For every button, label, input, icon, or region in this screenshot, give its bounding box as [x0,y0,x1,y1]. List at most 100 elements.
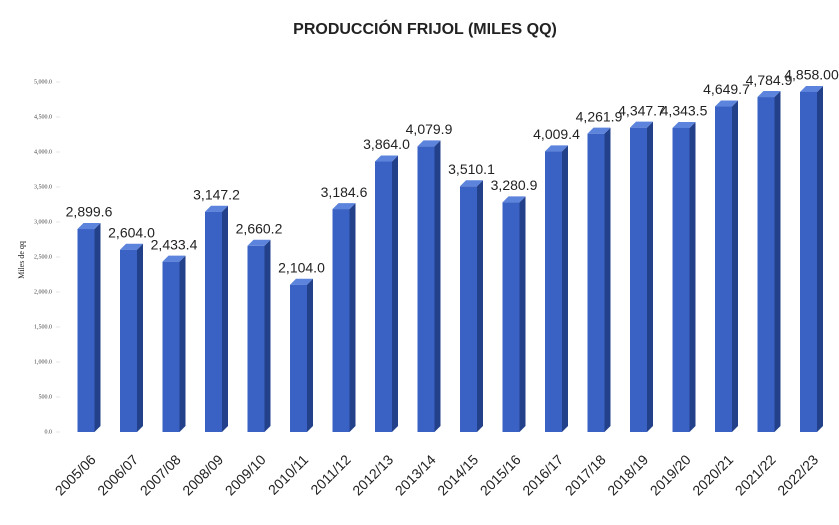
value-label: 2,433.4 [151,236,198,252]
bar-side [689,121,696,432]
y-tick-label: 0.0 [45,429,53,435]
bar-side [774,91,781,432]
x-tick-label: 2007/08 [137,451,184,498]
bar-top [502,196,526,203]
bar-top [587,127,611,134]
value-label: 3,510.1 [448,161,495,177]
x-tick-label: 2006/07 [94,451,141,498]
x-tick-label: 2012/13 [349,451,396,498]
value-label: 4,347.7 [618,102,665,118]
bar [630,127,647,432]
bar-top [460,180,483,187]
x-tick-label: 2013/14 [392,451,439,498]
bar [502,202,520,432]
x-tick-label: 2018/19 [604,451,651,498]
y-tick-label: 2,500.0 [34,254,52,260]
x-tick-label: 2008/09 [179,451,226,498]
bar-side [179,255,186,432]
bar-top [672,121,696,128]
bar-top [800,85,823,92]
bar [332,209,350,432]
y-tick-label: 5,000.0 [34,79,52,85]
bar [77,229,95,432]
value-label: 2,104.0 [278,259,325,275]
chart-title: PRODUCCIÓN FRIJOL (MILES QQ) [293,19,557,38]
bar-side [732,100,738,433]
x-tick-label: 2009/10 [222,451,269,498]
bar-side [222,205,228,432]
x-tick-label: 2022/23 [774,451,821,498]
bar-side [307,278,313,432]
bar [290,284,307,432]
value-label: 3,280.9 [491,177,538,193]
y-tick-label: 1,500.0 [34,324,52,330]
x-tick-label: 2016/17 [519,451,566,498]
value-label: 4,009.4 [533,126,580,142]
y-tick-label: 4,000.0 [34,149,52,155]
value-label: 2,899.6 [66,204,113,220]
bar-top [715,100,738,107]
value-label: 3,184.6 [321,184,368,200]
value-label: 2,604.0 [108,224,155,240]
bar-top [120,243,143,250]
bar [587,133,605,433]
bar [162,261,180,432]
value-label: 3,147.2 [193,186,240,202]
y-tick-label: 3,000.0 [34,219,52,225]
x-tick-label: 2015/16 [477,451,524,498]
bar [800,91,817,432]
y-tick-label: 2,000.0 [34,289,52,295]
value-label: 4,261.9 [576,108,623,124]
x-tick-label: 2019/20 [647,451,694,498]
bar-top [290,278,313,285]
bar [715,106,732,433]
y-tick-label: 1,000.0 [34,359,52,365]
bar-top [757,91,781,98]
y-axis-label: Miles de qq [17,241,26,279]
y-tick-label: 3,500.0 [34,184,52,190]
bar-top [630,121,653,128]
bar-top [417,140,441,147]
x-tick-label: 2017/18 [562,451,609,498]
value-label: 4,858.00 [784,67,839,83]
bar-side [264,239,271,432]
bar [247,245,265,432]
value-label: 4,343.5 [661,103,708,119]
value-label: 4,079.9 [406,121,453,137]
bar [460,186,477,432]
x-tick-label: 2005/06 [52,451,99,498]
bar-side [349,203,356,432]
bar [120,249,137,432]
bar-side [647,121,653,432]
bar [205,211,222,432]
bar [757,97,775,432]
bar [672,127,690,432]
x-tick-label: 2014/15 [434,451,481,498]
bar [375,161,392,432]
bar [545,151,562,433]
x-tick-label: 2010/11 [265,451,312,498]
bar [417,146,435,433]
bar-side [392,155,398,432]
value-label: 3,864.0 [363,136,410,152]
bar-side [817,85,823,432]
value-label: 2,660.2 [236,220,283,236]
value-label: 4,784.9 [746,72,793,88]
bar-side [519,196,526,432]
bar-side [434,140,441,433]
bar-side [604,127,611,433]
x-tick-label: 2011/12 [307,451,354,498]
y-tick-label: 500.0 [39,394,53,400]
bar-side [477,180,483,432]
x-tick-label: 2020/21 [689,451,736,498]
bar-top [205,205,228,212]
y-tick-label: 4,500.0 [34,114,52,120]
bar-top [247,239,271,246]
bar-top [162,255,186,262]
bar-top [375,155,398,162]
bar-top [77,223,101,230]
bar-side [94,223,101,432]
bar-top [545,145,568,152]
value-label: 4,649.7 [703,81,750,97]
